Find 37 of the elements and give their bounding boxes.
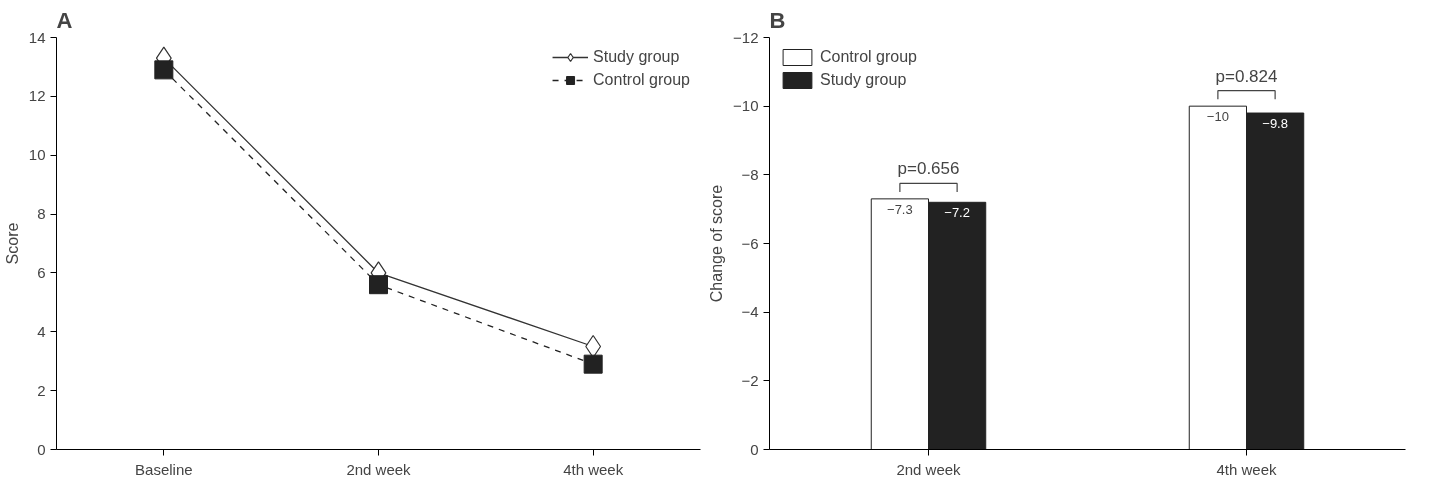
y-axis-title: Change of score (708, 184, 726, 303)
x-tick-label: 2nd week (896, 460, 962, 478)
y-tick-label: −2 (741, 371, 759, 389)
y-tick-label: 2 (37, 381, 46, 399)
x-tick-label: 2nd week (346, 460, 412, 478)
y-tick-label: 10 (28, 146, 46, 164)
x-tick-label: 4th week (1216, 460, 1278, 478)
y-tick-label: 0 (750, 440, 759, 458)
y-tick-label: −8 (741, 165, 759, 183)
y-axis-title: Score (3, 222, 21, 265)
chart-title: A (56, 7, 73, 33)
x-tick-label: 4th week (563, 460, 624, 478)
chart-title: B (769, 7, 786, 33)
legend-label: Control group (593, 71, 690, 89)
annotation: p=0.824 (1215, 66, 1278, 86)
data-label: −9.8 (1262, 116, 1288, 132)
y-tick-label: −10 (733, 97, 759, 115)
data-label: −7.2 (944, 205, 970, 221)
y-tick-label: 8 (37, 205, 46, 223)
point (583, 354, 603, 374)
y-tick-label: 0 (37, 440, 46, 458)
annotation: p=0.656 (897, 159, 960, 179)
y-tick-label: 4 (37, 322, 46, 340)
y-tick-label: 14 (28, 28, 46, 46)
y-tick-label: −6 (741, 234, 759, 252)
legend-label: Study group (820, 71, 907, 89)
data-label: −10 (1206, 109, 1229, 125)
legend-label: Control group (820, 48, 917, 66)
x-tick-label: Baseline (135, 460, 193, 478)
data-label: −7.3 (887, 201, 913, 217)
point (369, 275, 388, 295)
point (154, 60, 174, 80)
y-tick-label: 6 (37, 263, 46, 281)
y-tick-label: −4 (741, 303, 759, 321)
legend-label: Study group (593, 48, 680, 66)
y-tick-label: −12 (733, 28, 759, 46)
y-tick-label: 12 (28, 87, 46, 105)
